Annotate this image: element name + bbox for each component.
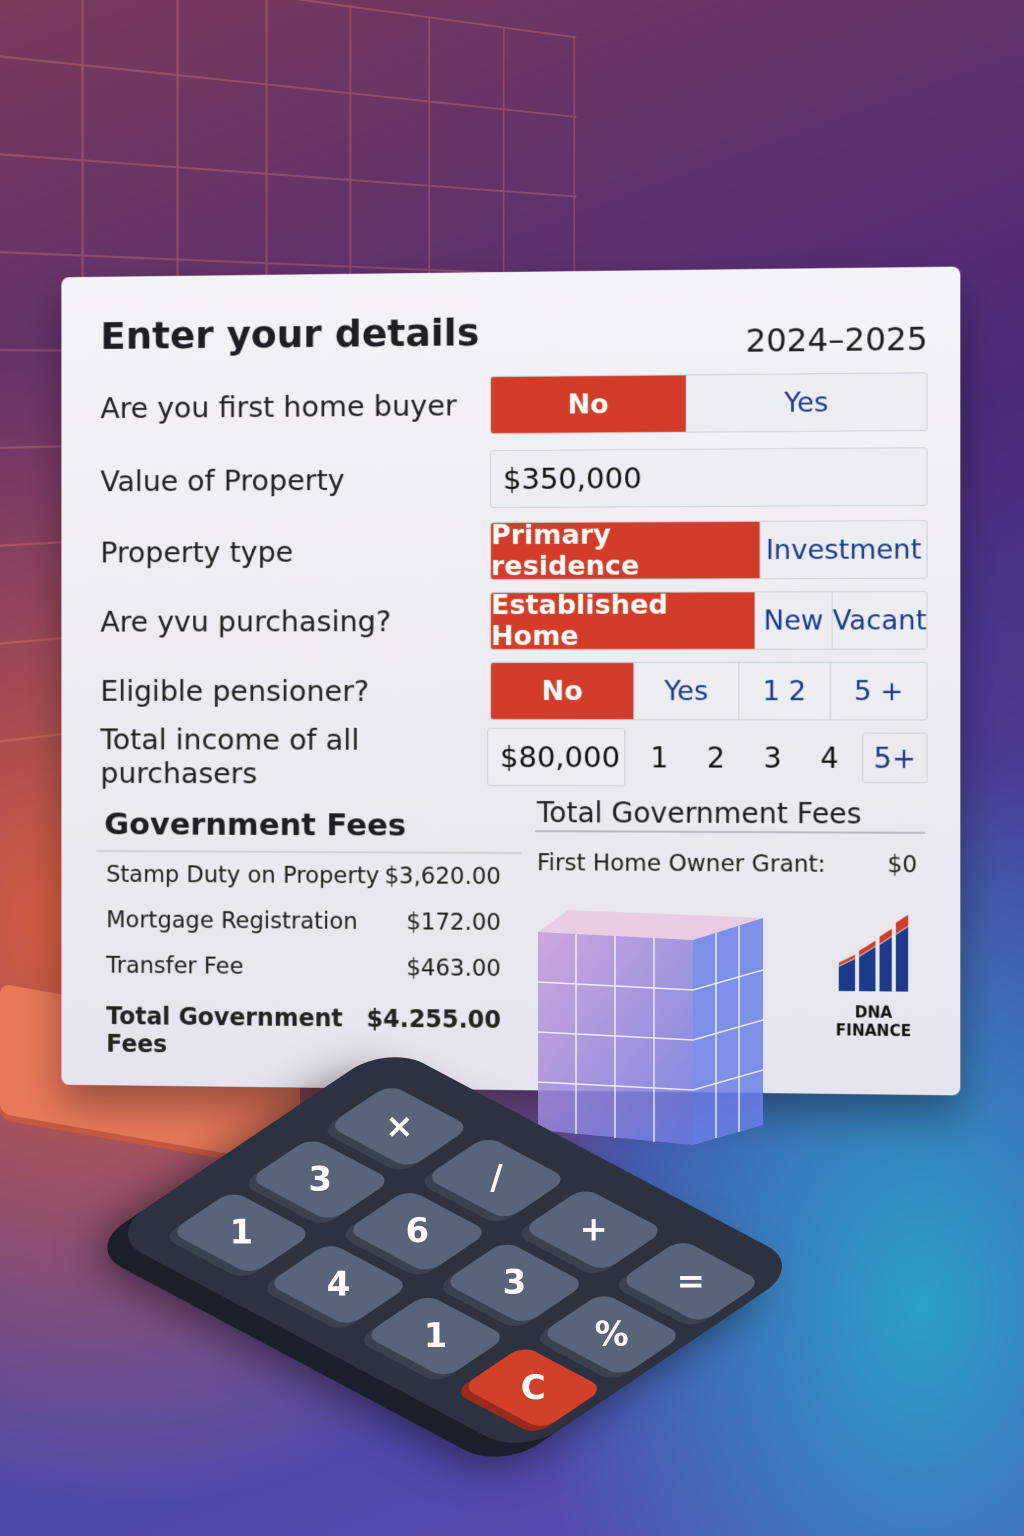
- option-yes[interactable]: Yes: [634, 663, 738, 719]
- divider: [96, 850, 521, 854]
- property-type-label: Property type: [100, 534, 490, 569]
- grant-label: First Home Owner Grant:: [537, 850, 826, 878]
- dna-finance-logo: DNA FINANCE: [817, 914, 929, 1040]
- option-no[interactable]: No: [491, 375, 686, 433]
- option-investment[interactable]: Investment: [760, 521, 927, 578]
- option-new[interactable]: New: [754, 592, 831, 649]
- fee-label: Transfer Fee: [106, 953, 243, 980]
- fee-value: $463.00: [406, 955, 501, 982]
- fee-row: Mortgage Registration $172.00: [106, 907, 501, 936]
- option-no[interactable]: No: [491, 663, 633, 719]
- calculator-card: Enter your details 2024–2025 Are you fir…: [61, 267, 960, 1096]
- property-value-input[interactable]: $350,000: [490, 447, 928, 508]
- pensioner-toggle: No Yes 1 2 5 +: [490, 662, 928, 721]
- year-label: 2024–2025: [745, 320, 927, 360]
- fee-row: Stamp Duty on Property $3,620.00: [106, 862, 501, 890]
- fee-total-value: $4.255.00: [367, 1005, 501, 1062]
- fee-value: $172.00: [406, 909, 501, 936]
- government-fees-heading: Government Fees: [104, 807, 406, 844]
- first-home-buyer-label: Are you first home buyer: [100, 388, 490, 425]
- purchasing-toggle: Established Home New Vacant: [490, 591, 928, 650]
- bar-chart-logo-icon: [833, 914, 915, 996]
- fee-label: Stamp Duty on Property: [106, 862, 379, 889]
- page-title: Enter your details: [100, 310, 479, 358]
- fee-row: Transfer Fee $463.00: [106, 953, 501, 982]
- count-2[interactable]: 2: [688, 741, 745, 774]
- option-5-plus[interactable]: 5 +: [830, 663, 927, 720]
- option-yes[interactable]: Yes: [686, 373, 927, 431]
- grant-row: First Home Owner Grant: $0: [537, 850, 917, 878]
- fee-label: Mortgage Registration: [106, 907, 357, 935]
- fee-total-label: Total Government Fees: [106, 1002, 366, 1060]
- option-primary-residence[interactable]: Primary residence: [491, 522, 760, 579]
- count-1[interactable]: 1: [631, 741, 687, 774]
- option-established-home[interactable]: Established Home: [491, 592, 754, 649]
- property-value-label: Value of Property: [100, 462, 490, 498]
- grant-value: $0: [887, 852, 917, 878]
- key-percent[interactable]: %: [540, 1292, 683, 1377]
- row-property-value: Value of Property $350,000: [100, 447, 927, 510]
- row-pensioner: Eligible pensioner? No Yes 1 2 5 +: [100, 662, 927, 721]
- row-property-type: Property type Primary residence Investme…: [100, 520, 927, 581]
- divider: [535, 830, 926, 834]
- fee-total-row: Total Government Fees $4.255.00: [106, 1002, 501, 1062]
- count-3[interactable]: 3: [744, 741, 801, 774]
- income-input[interactable]: $80,000: [487, 728, 625, 786]
- key-6[interactable]: 6: [346, 1189, 489, 1274]
- count-5-plus[interactable]: 5+: [862, 733, 927, 784]
- count-4[interactable]: 4: [801, 741, 858, 774]
- income-label: Total income of all purchasers: [100, 723, 487, 791]
- row-purchasing: Are yvu purchasing? Established Home New…: [100, 591, 927, 650]
- first-home-buyer-toggle: No Yes: [490, 372, 928, 434]
- pensioner-label: Eligible pensioner?: [100, 674, 490, 708]
- purchasing-label: Are yvu purchasing?: [100, 604, 490, 638]
- calculator: × / + = 3 6 3 % 1 4 1 C: [150, 1060, 750, 1440]
- fee-value: $3,620.00: [385, 863, 501, 890]
- option-1-2[interactable]: 1 2: [738, 663, 830, 720]
- property-type-toggle: Primary residence Investment: [490, 520, 928, 580]
- option-vacant[interactable]: Vacant: [832, 592, 927, 649]
- row-income: Total income of all purchasers $80,000 1…: [100, 727, 927, 787]
- row-first-home-buyer: Are you first home buyer No Yes: [100, 372, 927, 437]
- summary-heading: Total Government Fees: [537, 796, 862, 830]
- key-3[interactable]: 3: [443, 1240, 586, 1325]
- brand-name: DNA FINANCE: [817, 1003, 929, 1040]
